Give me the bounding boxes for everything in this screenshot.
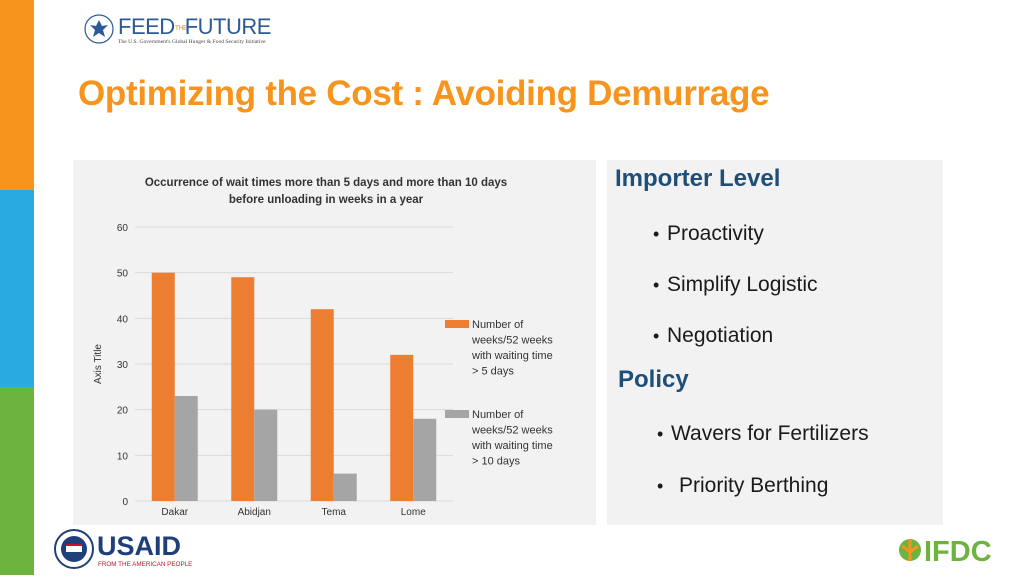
- slide-title: Optimizing the Cost : Avoiding Demurrage: [78, 74, 770, 113]
- legend-label: weeks/52 weeks: [471, 425, 553, 437]
- y-tick-label: 40: [117, 314, 129, 325]
- logo-title: FEEDTHEFUTURE: [118, 14, 271, 39]
- bar: [413, 418, 437, 501]
- importer-heading: Importer Level: [615, 165, 781, 192]
- ifdc-name: IFDC: [924, 536, 992, 568]
- usaid-seal-icon: USAID FROM THE AMERICAN PEOPLE: [54, 529, 192, 569]
- bullet-panel: Importer Level • Proactivity • Simplify Lo…: [607, 160, 943, 525]
- side-stripe-orange: [0, 0, 34, 190]
- y-tick-label: 60: [117, 223, 129, 234]
- ifdc-leaf-icon: IFDC: [899, 536, 992, 568]
- x-tick-label: Dakar: [161, 507, 188, 518]
- bar: [390, 354, 414, 501]
- logo-title-the: THE: [174, 24, 188, 32]
- usaid-logo: USAID FROM THE AMERICAN PEOPLE: [54, 528, 194, 572]
- importer-item: • Negotiation: [653, 324, 774, 347]
- y-axis-title: Axis Title: [93, 344, 104, 384]
- legend-label: with waiting time: [471, 350, 553, 362]
- x-tick-label: Abidjan: [238, 507, 271, 518]
- importer-item: • Proactivity: [653, 222, 764, 245]
- bar-chart: Occurrence of wait times more than 5 day…: [93, 177, 553, 518]
- y-tick-label: 30: [117, 360, 129, 371]
- x-tick-label: Lome: [401, 507, 426, 518]
- logo-tagline: The U.S. Government's Global Hunger & Fo…: [118, 39, 266, 45]
- bar: [310, 309, 334, 501]
- y-tick-label: 50: [117, 269, 129, 280]
- us-seal-icon: [84, 14, 114, 44]
- usaid-name: USAID: [97, 531, 181, 561]
- chart-title: before unloading in weeks in a year: [229, 194, 424, 206]
- bar: [174, 395, 198, 501]
- legend-swatch: [445, 410, 469, 418]
- bar: [333, 473, 357, 501]
- bar: [151, 272, 175, 501]
- y-tick-label: 20: [117, 406, 129, 417]
- feed-the-future-logo: FEEDTHEFUTURE The U.S. Government's Glob…: [84, 12, 284, 50]
- policy-heading: Policy: [618, 366, 689, 393]
- ifdc-logo: IFDC: [896, 532, 1008, 568]
- legend-label: Number of: [472, 319, 524, 331]
- side-stripe-green: [0, 387, 34, 575]
- bar: [254, 409, 278, 501]
- importer-item: • Simplify Logistic: [653, 273, 818, 296]
- x-tick-label: Tema: [322, 507, 347, 518]
- chart-panel: Occurrence of wait times more than 5 day…: [73, 160, 596, 525]
- legend-label: > 10 days: [472, 456, 521, 468]
- legend-label: > 5 days: [472, 366, 514, 378]
- usaid-tagline: FROM THE AMERICAN PEOPLE: [98, 561, 192, 568]
- legend-label: with waiting time: [471, 440, 553, 452]
- policy-item: • Priority Berthing: [657, 474, 829, 497]
- y-tick-label: 0: [122, 497, 128, 508]
- legend-label: weeks/52 weeks: [471, 335, 553, 347]
- legend-swatch: [445, 320, 469, 328]
- side-stripe-blue: [0, 190, 34, 387]
- y-tick-label: 10: [117, 451, 129, 462]
- chart-title: Occurrence of wait times more than 5 day…: [145, 177, 507, 189]
- bar: [231, 277, 255, 501]
- legend-label: Number of: [472, 409, 524, 421]
- policy-item: • Wavers for Fertilizers: [657, 422, 869, 445]
